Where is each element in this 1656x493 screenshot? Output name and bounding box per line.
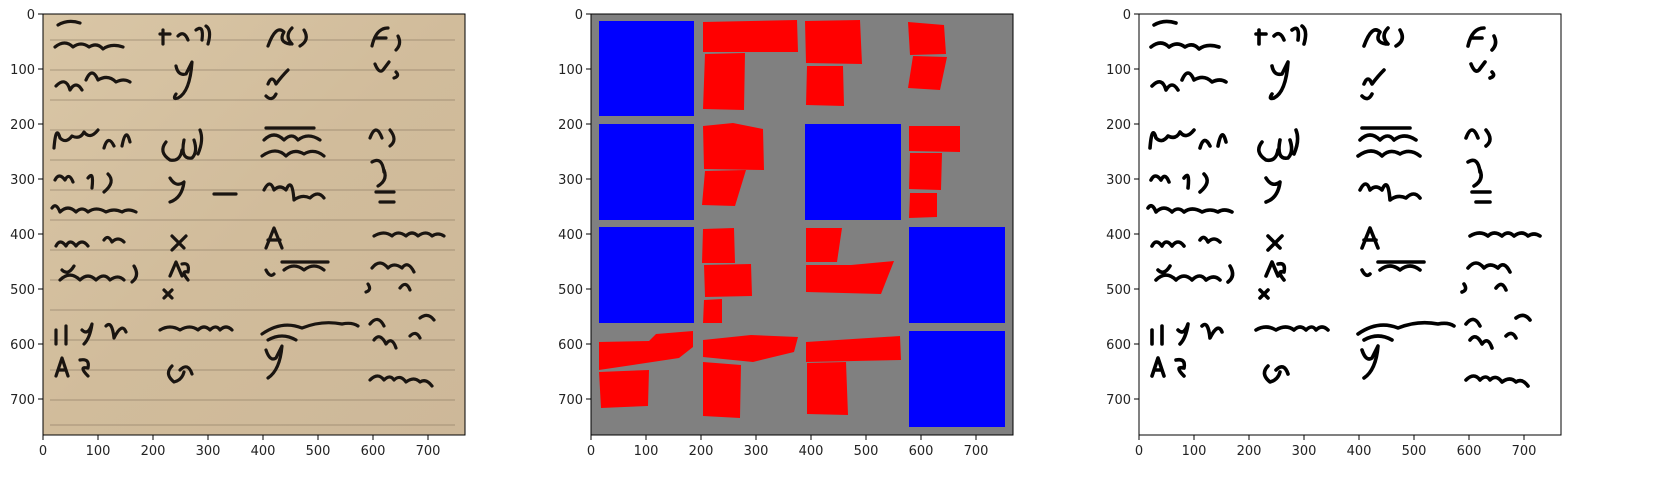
blank-regions bbox=[599, 21, 1005, 427]
binarized-xtick-label: 200 bbox=[1237, 444, 1262, 459]
segmentation-ytick-label: 100 bbox=[558, 63, 583, 78]
binarized-ytick-label: 200 bbox=[1106, 118, 1131, 133]
segmentation-xtick-label: 100 bbox=[634, 444, 659, 459]
manuscript-ytick-label: 0 bbox=[27, 8, 35, 23]
binarized-ytick-label: 600 bbox=[1106, 338, 1131, 353]
segmentation-xtick-label: 300 bbox=[744, 444, 769, 459]
manuscript-x-ticks: 0 100 200 300 400 500 600 700 bbox=[39, 435, 441, 459]
text-region bbox=[908, 22, 946, 55]
blank-region bbox=[909, 331, 1005, 427]
manuscript-ytick-label: 700 bbox=[10, 393, 35, 408]
text-region bbox=[806, 228, 842, 262]
manuscript-xtick-label: 200 bbox=[141, 444, 166, 459]
text-region bbox=[909, 193, 937, 218]
text-region bbox=[703, 123, 764, 170]
binarized-background bbox=[1139, 14, 1561, 435]
binarized-ytick-label: 400 bbox=[1106, 228, 1131, 243]
segmentation-xtick-label: 600 bbox=[909, 444, 934, 459]
blank-region bbox=[805, 124, 901, 220]
text-region bbox=[702, 170, 746, 206]
text-region bbox=[599, 370, 649, 408]
segmentation-ytick-label: 700 bbox=[558, 393, 583, 408]
manuscript-ytick-label: 400 bbox=[10, 228, 35, 243]
binarized-xtick-label: 0 bbox=[1135, 444, 1143, 459]
manuscript-ytick-label: 600 bbox=[10, 338, 35, 353]
binarized-x-ticks: 0 100 200 300 400 500 600 700 bbox=[1135, 435, 1537, 459]
segmentation-ytick-label: 600 bbox=[558, 338, 583, 353]
segmentation-ytick-label: 400 bbox=[558, 228, 583, 243]
blank-region bbox=[909, 227, 1005, 323]
handwriting-ink bbox=[50, 19, 446, 388]
manuscript-xtick-label: 0 bbox=[39, 444, 47, 459]
segmentation-xtick-label: 200 bbox=[689, 444, 714, 459]
binarized-axes-frame bbox=[1138, 13, 1562, 436]
text-region bbox=[703, 53, 745, 110]
blank-region bbox=[599, 124, 694, 220]
text-region bbox=[599, 331, 693, 370]
binarized-ytick-label: 300 bbox=[1106, 173, 1131, 188]
panel-binarized: 0 100 200 300 400 500 600 700 0 100 200 … bbox=[1096, 0, 1566, 493]
manuscript-ytick-label: 100 bbox=[10, 63, 35, 78]
binarized-ytick-label: 500 bbox=[1106, 283, 1131, 298]
text-region bbox=[805, 20, 862, 64]
parchment-image bbox=[43, 14, 465, 435]
binarized-xtick-label: 700 bbox=[1512, 444, 1537, 459]
text-region bbox=[806, 66, 844, 106]
segmentation-x-ticks: 0 100 200 300 400 500 600 700 bbox=[587, 435, 989, 459]
manuscript-ytick-label: 300 bbox=[10, 173, 35, 188]
segmentation-xtick-label: 0 bbox=[587, 444, 595, 459]
segmentation-xtick-label: 400 bbox=[799, 444, 824, 459]
segmentation-plot: 0 100 200 300 400 500 600 700 0 100 200 … bbox=[558, 8, 1014, 459]
segmentation-ytick-label: 300 bbox=[558, 173, 583, 188]
manuscript-ytick-label: 200 bbox=[10, 118, 35, 133]
manuscript-xtick-label: 400 bbox=[251, 444, 276, 459]
panel-segmentation: 0 100 200 300 400 500 600 700 0 100 200 … bbox=[548, 0, 1018, 493]
binarized-xtick-label: 500 bbox=[1402, 444, 1427, 459]
binarized-plot: 0 100 200 300 400 500 600 700 0 100 200 … bbox=[1106, 8, 1562, 459]
manuscript-plot: 0 100 200 300 400 500 600 700 0 100 200 … bbox=[10, 8, 466, 459]
binarized-ink bbox=[1146, 19, 1542, 388]
text-region bbox=[908, 56, 947, 90]
text-region bbox=[704, 264, 752, 297]
binarized-ytick-label: 0 bbox=[1123, 8, 1131, 23]
segmentation-xtick-label: 700 bbox=[964, 444, 989, 459]
binarized-y-ticks: 0 100 200 300 400 500 600 700 bbox=[1106, 8, 1139, 408]
manuscript-xtick-label: 100 bbox=[86, 444, 111, 459]
manuscript-xtick-label: 600 bbox=[361, 444, 386, 459]
binarized-xtick-label: 100 bbox=[1182, 444, 1207, 459]
binarized-xtick-label: 400 bbox=[1347, 444, 1372, 459]
segmentation-y-ticks: 0 100 200 300 400 500 600 700 bbox=[558, 8, 591, 408]
text-region bbox=[703, 299, 722, 323]
binarized-xtick-label: 600 bbox=[1457, 444, 1482, 459]
segmentation-axes-frame bbox=[590, 13, 1014, 436]
faded-background-text bbox=[50, 39, 455, 426]
text-region bbox=[909, 153, 942, 190]
manuscript-y-ticks: 0 100 200 300 400 500 600 700 bbox=[10, 8, 43, 408]
manuscript-axes-frame bbox=[42, 13, 466, 436]
text-region bbox=[703, 335, 798, 362]
segmentation-ytick-label: 500 bbox=[558, 283, 583, 298]
text-region bbox=[703, 362, 741, 418]
text-regions bbox=[599, 20, 960, 418]
blank-region bbox=[599, 227, 694, 323]
binarized-xtick-label: 300 bbox=[1292, 444, 1317, 459]
manuscript-xtick-label: 300 bbox=[196, 444, 221, 459]
text-region bbox=[703, 20, 798, 52]
text-region bbox=[702, 228, 735, 263]
segmentation-ytick-label: 200 bbox=[558, 118, 583, 133]
binarized-ytick-label: 700 bbox=[1106, 393, 1131, 408]
blank-region bbox=[599, 21, 694, 116]
manuscript-xtick-label: 700 bbox=[416, 444, 441, 459]
text-region bbox=[806, 261, 894, 294]
manuscript-ytick-label: 500 bbox=[10, 283, 35, 298]
segmentation-ytick-label: 0 bbox=[575, 8, 583, 23]
manuscript-xtick-label: 500 bbox=[306, 444, 331, 459]
binarized-ytick-label: 100 bbox=[1106, 63, 1131, 78]
text-region bbox=[806, 336, 901, 362]
segmentation-xtick-label: 500 bbox=[854, 444, 879, 459]
text-region bbox=[807, 362, 848, 415]
text-region bbox=[909, 126, 960, 152]
panel-manuscript: 0 100 200 300 400 500 600 700 0 100 200 … bbox=[0, 0, 470, 493]
